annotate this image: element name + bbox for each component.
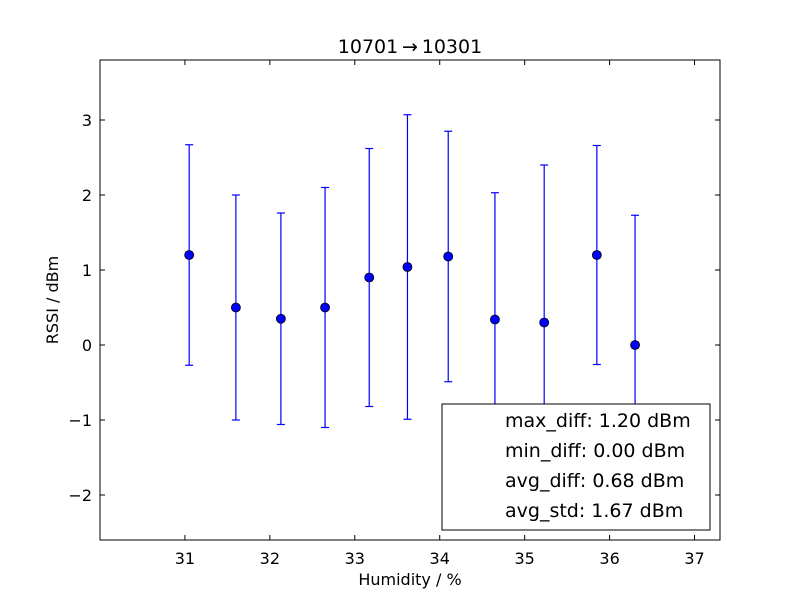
x-tick-label: 31 [175, 549, 195, 568]
data-point [443, 251, 454, 262]
y-tick-label: −1 [68, 411, 92, 430]
data-point [402, 262, 413, 272]
legend-avg-diff: avg_diff: 0.68 dBm [505, 470, 684, 492]
chart-title: 10701 → 10301 [338, 36, 482, 58]
legend-avg-std: avg_std: 1.67 dBm [505, 500, 683, 522]
data-point [490, 314, 500, 325]
plot-frame [99, 59, 721, 541]
y-tick-label: 0 [82, 336, 92, 355]
data-point [230, 302, 241, 313]
y-tick-label: −2 [68, 486, 92, 505]
y-tick-label: 2 [82, 186, 92, 205]
x-axis: 31 32 33 34 35 36 37 [175, 60, 705, 568]
data-point [364, 272, 375, 283]
legend-frame [441, 403, 711, 531]
x-axis-label: Humidity / % [358, 570, 461, 589]
x-tick-label: 34 [430, 549, 450, 568]
data-point [539, 317, 550, 328]
data-point [320, 302, 330, 313]
y-axis-label: RSSI / dBm [43, 256, 62, 344]
x-tick-label: 35 [514, 549, 534, 568]
data-point [591, 250, 602, 260]
legend-box: max_diff: 1.20 dBm min_diff: 0.00 dBm av… [441, 403, 711, 531]
y-tick-label: 3 [82, 111, 92, 130]
legend-min-diff: min_diff: 0.00 dBm [505, 440, 685, 462]
y-tick-label: 1 [82, 261, 92, 280]
data-point [630, 340, 640, 350]
x-tick-label: 37 [684, 549, 704, 568]
x-tick-label: 32 [260, 549, 280, 568]
y-axis: −2 −1 0 1 2 3 [68, 111, 720, 505]
data-point [276, 313, 286, 324]
x-tick-label: 36 [599, 549, 619, 568]
x-tick-label: 33 [345, 549, 365, 568]
legend-max-diff: max_diff: 1.20 dBm [505, 410, 691, 432]
data-point [184, 250, 195, 260]
